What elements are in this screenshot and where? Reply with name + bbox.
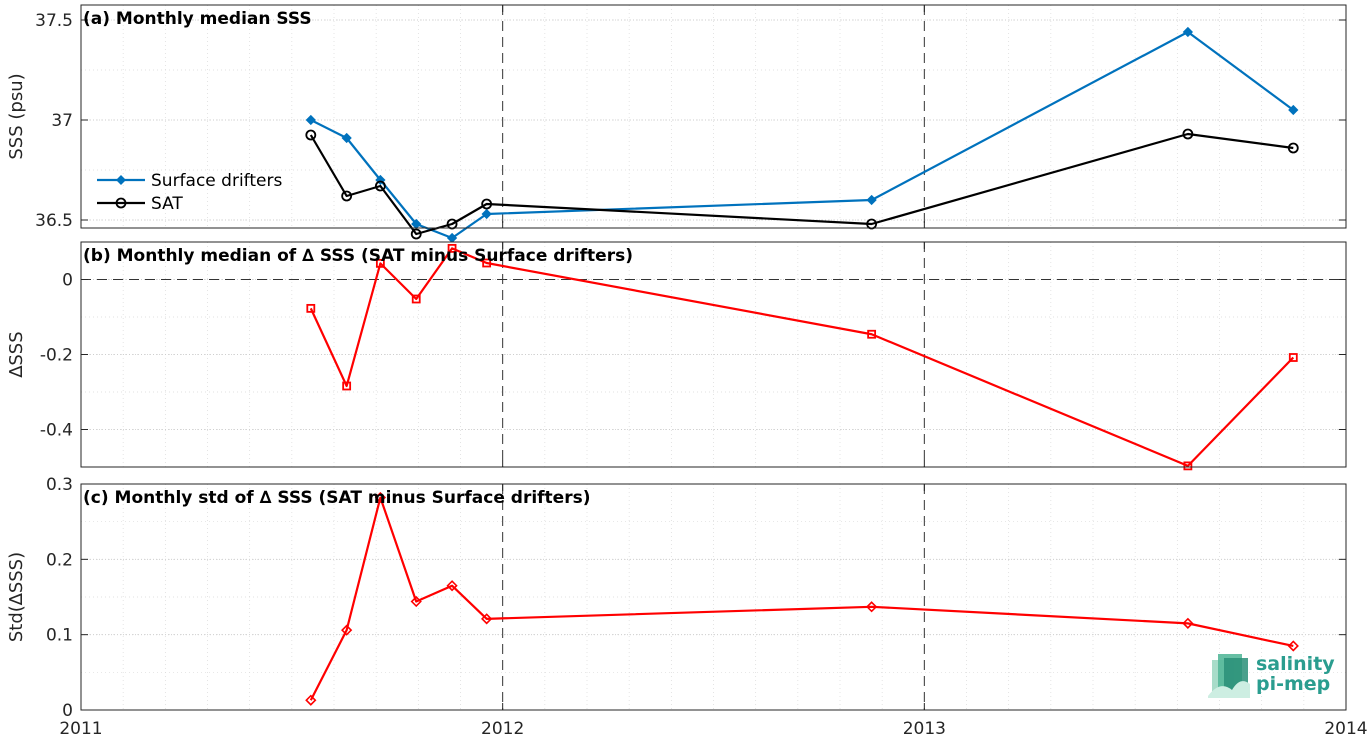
x-tick-label: 2013	[903, 719, 946, 738]
y-tick-label: 0	[62, 701, 73, 721]
panel-title: (b) Monthly median of ∆ SSS (SAT minus S…	[83, 246, 633, 266]
panel-title: (c) Monthly std of ∆ SSS (SAT minus Surf…	[83, 488, 590, 508]
legend-marker	[115, 197, 127, 209]
y-axis-label: ∆SSS	[6, 331, 27, 378]
series-line	[309, 496, 1294, 701]
y-tick-label: 0.1	[46, 626, 73, 646]
data-point	[341, 624, 353, 636]
data-point	[481, 208, 492, 220]
data-point	[867, 329, 877, 339]
panel-a: 36.5 37 37.5 SSS (psu) (a) Monthly median SS…	[6, 4, 1347, 244]
logo-icon	[1208, 654, 1250, 698]
data-point	[410, 228, 422, 240]
series-line	[309, 132, 1294, 236]
y-axis-label: Std(∆SSS)	[6, 552, 27, 642]
data-point	[411, 294, 421, 304]
data-point	[1182, 128, 1194, 140]
y-axis-label: SSS (psu)	[6, 73, 27, 159]
series-delta-2	[305, 491, 1299, 706]
data-point	[306, 303, 316, 313]
data-point	[375, 258, 385, 268]
panel-title: (a) Monthly median SSS	[83, 9, 312, 29]
logo-line1: salinity	[1256, 653, 1335, 675]
data-point	[1182, 617, 1194, 629]
y-tick-label: -0.4	[40, 421, 73, 441]
y-tick-label: 0.3	[46, 475, 73, 495]
data-point	[374, 491, 387, 504]
data-point	[1183, 461, 1193, 471]
salinity-pi-mep-logo: salinity pi-mep	[1208, 653, 1335, 698]
data-point	[305, 129, 317, 141]
panel-b: -0.4 -0.2 0 ∆SSS (b) Monthly median of ∆ SSS…	[6, 241, 1347, 471]
data-point	[305, 694, 317, 706]
y-tick-label: 37	[51, 111, 73, 131]
x-tick-label: 2012	[481, 719, 524, 738]
logo-line2: pi-mep	[1256, 673, 1330, 695]
y-tick-label: 0	[62, 271, 73, 291]
x-tick-label: 2011	[59, 719, 102, 738]
data-point	[447, 243, 457, 253]
y-tick-label: 37.5	[35, 11, 73, 31]
data-point	[1288, 353, 1298, 362]
plot-area	[81, 5, 1346, 228]
data-point	[305, 114, 316, 126]
data-point	[865, 601, 878, 613]
legend-entry: SAT	[151, 194, 183, 214]
data-point	[1288, 104, 1299, 116]
data-point	[1287, 640, 1299, 652]
panel-c: 0 0.1 0.2 0.3 2011 2012 2013 2014 Std(∆SSS) (c) M…	[6, 475, 1368, 738]
axes-box	[80, 483, 1347, 711]
data-point	[482, 258, 492, 268]
y-tick-label: 36.5	[35, 211, 73, 231]
axes-box	[80, 4, 1347, 229]
data-point	[446, 580, 458, 592]
data-point	[1287, 142, 1299, 154]
series-delta-1	[306, 243, 1298, 471]
data-point	[341, 132, 352, 144]
legend-entry: Surface drifters	[151, 171, 282, 191]
data-point	[1182, 26, 1194, 38]
series-line	[309, 247, 1295, 467]
legend: Surface drifters SAT	[97, 171, 282, 214]
series-surface-drifters	[305, 26, 1299, 244]
data-point	[342, 381, 352, 391]
data-point	[481, 613, 493, 625]
series-sat	[305, 128, 1299, 240]
y-tick-label: 0.2	[46, 550, 73, 570]
data-point	[866, 194, 877, 206]
x-tick-label: 2014	[1324, 719, 1367, 738]
data-point	[374, 180, 386, 192]
legend-marker	[116, 175, 126, 185]
data-point	[341, 190, 353, 202]
y-tick-label: -0.2	[40, 346, 73, 366]
data-point	[410, 595, 422, 608]
data-point	[481, 198, 493, 210]
